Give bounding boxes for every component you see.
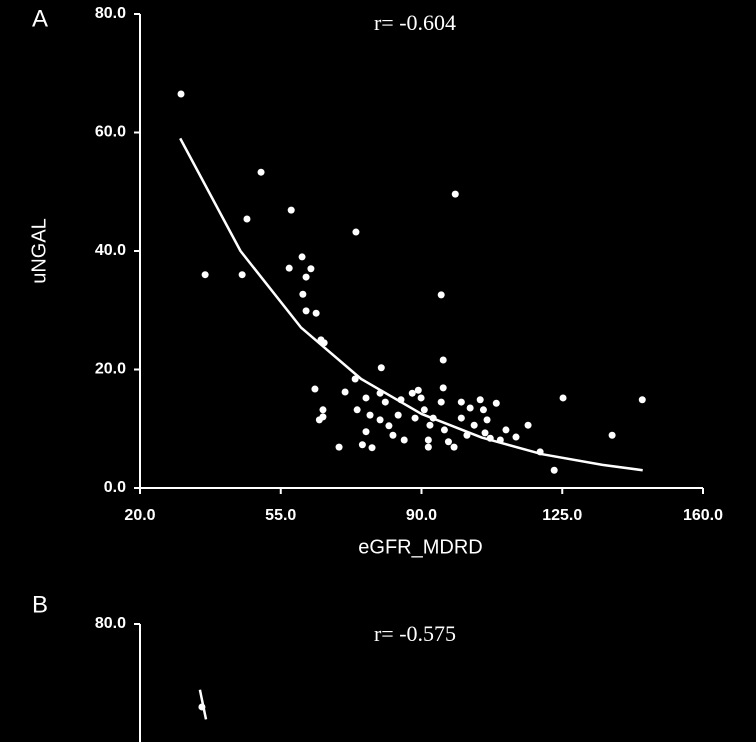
trend-line (179, 137, 643, 472)
point (389, 431, 397, 439)
point (376, 389, 384, 397)
point (559, 394, 567, 402)
point (302, 307, 310, 315)
x-tick-label: 55.0 (265, 507, 296, 524)
point (341, 388, 349, 396)
point (311, 385, 319, 393)
point (411, 414, 419, 422)
point (377, 364, 385, 372)
panel-label: B (32, 591, 48, 618)
annotation: r= -0.575 (374, 621, 456, 646)
point (352, 228, 360, 236)
point (307, 265, 315, 273)
point (439, 384, 447, 392)
point (429, 414, 437, 422)
point (320, 339, 328, 347)
point (424, 443, 432, 451)
y-tick-label: 40.0 (95, 242, 126, 259)
point (457, 398, 465, 406)
point (638, 396, 646, 404)
point (502, 426, 510, 434)
point (420, 406, 428, 414)
point (299, 290, 307, 298)
point (257, 168, 265, 176)
point (287, 206, 295, 214)
x-tick-label: 90.0 (406, 507, 437, 524)
point (302, 273, 310, 281)
annotation: r= -0.604 (374, 10, 456, 35)
y-tick-label: 20.0 (95, 361, 126, 378)
point (437, 398, 445, 406)
point (512, 433, 520, 441)
point (243, 215, 251, 223)
point (368, 444, 376, 452)
point (457, 414, 465, 422)
y-tick-label: 0.0 (104, 479, 126, 496)
point (492, 399, 500, 407)
point (466, 404, 474, 412)
y-tick-label: 60.0 (95, 124, 126, 141)
point (177, 90, 185, 98)
point (608, 431, 616, 439)
point (381, 398, 389, 406)
point (385, 422, 393, 430)
panel-label: A (32, 5, 48, 32)
point (536, 448, 544, 456)
point (470, 421, 478, 429)
point (426, 421, 434, 429)
point (315, 416, 323, 424)
point (451, 190, 459, 198)
point (376, 416, 384, 424)
point (285, 264, 293, 272)
point (486, 434, 494, 442)
point (362, 394, 370, 402)
point (298, 253, 306, 261)
point (437, 291, 445, 299)
point (201, 271, 209, 279)
point (312, 309, 320, 317)
point (424, 436, 432, 444)
point (397, 396, 405, 404)
point (408, 389, 416, 397)
point (414, 386, 422, 394)
x-tick-label: 20.0 (124, 507, 155, 524)
point (319, 406, 327, 414)
point (496, 436, 504, 444)
x-tick-label: 160.0 (683, 507, 723, 524)
point (417, 394, 425, 402)
point (479, 406, 487, 414)
point (444, 438, 452, 446)
point (476, 396, 484, 404)
point (481, 429, 489, 437)
x-tick-label: 125.0 (542, 507, 582, 524)
y-axis-label: uNGAL (28, 218, 50, 284)
x-axis-label: eGFR_MDRD (358, 536, 482, 558)
point (550, 466, 558, 474)
point (366, 411, 374, 419)
point (394, 411, 402, 419)
point (335, 443, 343, 451)
point (524, 421, 532, 429)
point (440, 426, 448, 434)
point (450, 443, 458, 451)
point (463, 431, 471, 439)
point (238, 271, 246, 279)
point (351, 375, 359, 383)
point (362, 428, 370, 436)
point (400, 436, 408, 444)
y-tick-label: 80.0 (95, 5, 126, 22)
point (198, 703, 206, 711)
point (353, 406, 361, 414)
point (483, 416, 491, 424)
point (439, 356, 447, 364)
y-tick-label: 80.0 (95, 615, 126, 632)
point (358, 441, 366, 449)
